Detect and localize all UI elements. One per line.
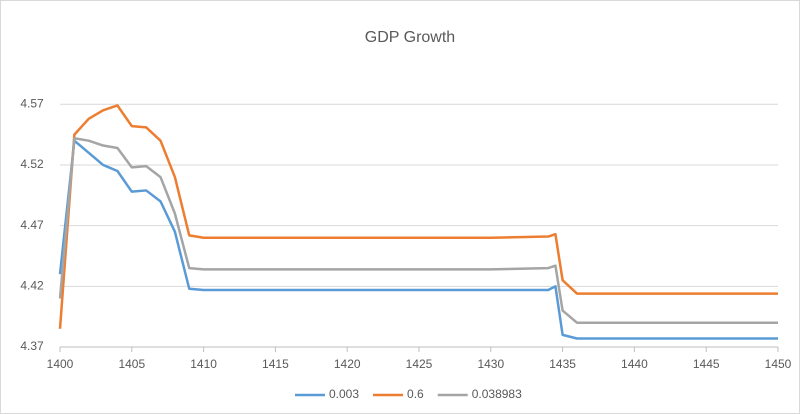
x-tick-label: 1425 [406,357,433,371]
series-line [58,104,778,329]
x-tick-label: 1435 [549,357,576,371]
x-tick-label: 1450 [765,357,792,371]
x-tick-label: 1400 [47,357,74,371]
legend-label: 0.6 [407,387,424,401]
x-tick-label: 1430 [477,357,504,371]
y-tick-label: 4.37 [20,339,44,353]
chart-title: GDP Growth [365,29,455,46]
x-tick-label: 1415 [262,357,289,371]
x-tick-label: 1445 [693,357,720,371]
y-tick-label: 4.47 [20,218,44,232]
series-line [58,137,778,324]
x-tick-label: 1420 [334,357,361,371]
series-line [58,139,778,340]
y-tick-label: 4.42 [20,278,44,292]
x-tick-label: 1405 [118,357,145,371]
legend-label: 0.038983 [472,387,522,401]
y-tick-label: 4.57 [20,96,44,110]
x-tick-label: 1410 [190,357,217,371]
y-tick-label: 4.52 [20,157,44,171]
legend-label: 0.003 [329,387,359,401]
x-tick-label: 1440 [621,357,648,371]
